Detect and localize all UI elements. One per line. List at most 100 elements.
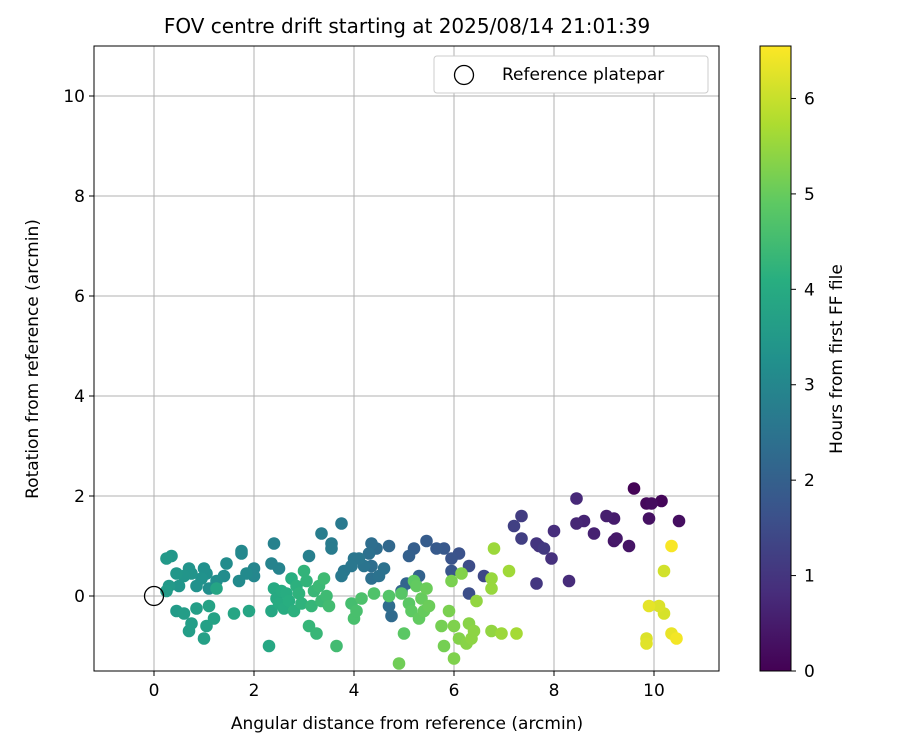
- data-point: [210, 582, 223, 595]
- colorbar-tick-label: 5: [804, 185, 815, 205]
- y-tick-label: 0: [74, 587, 85, 607]
- colorbar-tick-label: 3: [804, 376, 815, 396]
- y-tick-label: 2: [74, 487, 85, 507]
- data-point: [190, 579, 203, 593]
- data-point: [420, 582, 433, 595]
- data-point: [537, 542, 551, 555]
- x-tick-label: 6: [449, 681, 460, 701]
- data-point: [295, 597, 308, 610]
- gridlines: [94, 46, 719, 671]
- data-point: [302, 549, 316, 563]
- x-tick-label: 0: [149, 681, 160, 701]
- data-point: [382, 539, 396, 553]
- data-point: [395, 587, 408, 600]
- reference-marker: [143, 585, 165, 607]
- data-point: [310, 627, 323, 640]
- data-point: [445, 552, 458, 565]
- data-point: [265, 557, 278, 570]
- colorbar-tick-label: 0: [804, 662, 815, 682]
- data-point: [330, 639, 343, 653]
- data-point: [515, 509, 528, 523]
- data-point: [655, 494, 668, 508]
- data-point: [350, 604, 363, 618]
- data-point: [172, 579, 186, 593]
- data-point: [242, 604, 256, 618]
- x-tick-label: 4: [349, 681, 360, 701]
- colorbar-tick-label: 1: [804, 567, 815, 587]
- data-point: [447, 652, 461, 665]
- colorbar: 0 1 2 3 4 5 6 Hours from first FF file: [759, 45, 847, 682]
- data-point: [317, 572, 331, 585]
- data-point: [227, 607, 241, 620]
- data-point: [485, 624, 498, 638]
- data-point: [335, 569, 348, 583]
- data-point: [160, 552, 173, 565]
- data-point: [420, 534, 433, 548]
- data-point: [507, 519, 521, 533]
- data-point: [267, 537, 281, 550]
- data-point: [622, 539, 636, 553]
- x-tick-label: 2: [249, 681, 260, 701]
- data-point: [670, 632, 683, 645]
- data-point: [485, 582, 498, 595]
- x-axis-label: Angular distance from reference (arcmin): [231, 714, 583, 734]
- data-point: [382, 589, 396, 603]
- data-point: [447, 619, 461, 633]
- data-point: [445, 574, 458, 588]
- data-point: [562, 574, 576, 588]
- data-points: [160, 482, 686, 670]
- data-point: [455, 567, 468, 580]
- y-tick-label: 10: [63, 87, 85, 107]
- colorbar-tick-label: 6: [804, 89, 815, 109]
- data-point: [442, 604, 456, 618]
- colorbar-ticks: 0 1 2 3 4 5 6: [791, 89, 815, 682]
- data-point: [197, 632, 211, 645]
- colorbar-tick-label: 2: [804, 471, 815, 491]
- data-point: [610, 532, 623, 545]
- legend-entry-reference-platepar: Reference platepar: [502, 65, 664, 85]
- data-point: [392, 657, 406, 670]
- x-axis-ticks: 0 2 4 6 8 10: [149, 671, 665, 701]
- data-point: [377, 562, 391, 575]
- data-point: [510, 627, 523, 640]
- data-point: [300, 574, 313, 588]
- data-point: [320, 589, 333, 603]
- data-point: [292, 587, 306, 600]
- plot-frame: [93, 45, 720, 672]
- data-point: [485, 572, 498, 585]
- data-point: [335, 517, 348, 530]
- data-point: [325, 542, 338, 555]
- data-point: [367, 587, 381, 600]
- reference-point: [143, 585, 165, 607]
- y-axis-ticks: 0 2 4 6 8 10: [63, 87, 94, 607]
- legend-marker-open-circle: [453, 64, 475, 86]
- data-point: [235, 547, 248, 560]
- data-point: [502, 564, 516, 578]
- data-point: [382, 599, 396, 613]
- data-point: [422, 599, 436, 613]
- data-point: [297, 564, 311, 578]
- y-axis-label: Rotation from reference (arcmin): [23, 219, 43, 499]
- y-tick-label: 4: [74, 387, 85, 407]
- data-point: [495, 627, 508, 640]
- colorbar-label: Hours from first FF file: [827, 264, 847, 454]
- data-point: [547, 524, 561, 538]
- data-point: [220, 557, 233, 570]
- data-point: [322, 599, 336, 613]
- data-point: [315, 527, 328, 540]
- data-point: [515, 532, 528, 545]
- data-point: [190, 602, 203, 615]
- data-point: [445, 564, 458, 578]
- data-point: [467, 624, 481, 638]
- data-point: [657, 564, 671, 578]
- colorbar-gradient: [759, 45, 792, 672]
- data-point: [197, 562, 211, 575]
- data-point: [652, 599, 666, 613]
- data-point: [640, 637, 653, 650]
- data-point: [435, 619, 448, 633]
- legend-box: [433, 55, 709, 94]
- data-point: [177, 607, 191, 620]
- data-point: [170, 567, 183, 580]
- chart-title: FOV centre drift starting at 2025/08/14 …: [164, 14, 650, 38]
- data-point: [642, 512, 656, 525]
